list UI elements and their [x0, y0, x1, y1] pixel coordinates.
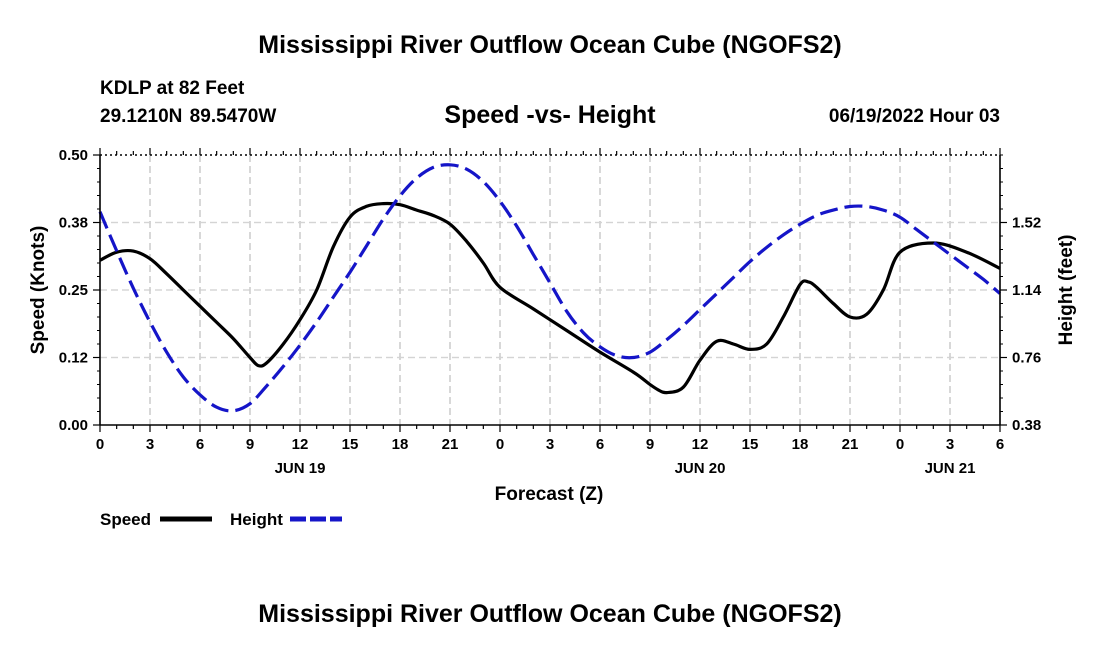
y2-tick-label: 0.38	[1012, 417, 1041, 434]
x-day-label: JUN 20	[675, 460, 726, 477]
station-label: KDLP at 82 Feet	[100, 78, 245, 99]
y-axis-title: Speed (Knots)	[28, 226, 49, 355]
y2-tick-label: 1.52	[1012, 215, 1041, 232]
x-tick-label: 6	[196, 436, 204, 453]
grid	[100, 155, 1000, 426]
x-tick-label: 3	[546, 436, 554, 453]
y-tick-label: 0.38	[59, 215, 88, 232]
legend-speed-label: Speed	[100, 510, 151, 529]
x-tick-label: 9	[246, 436, 254, 453]
x-tick-label: 21	[842, 436, 859, 453]
x-tick-label: 18	[792, 436, 809, 453]
x-tick-label: 3	[146, 436, 154, 453]
y-tick-label: 0.50	[59, 147, 88, 164]
x-tick-label: 12	[292, 436, 309, 453]
x-tick-label: 0	[896, 436, 904, 453]
x-axis-title: Forecast (Z)	[495, 484, 604, 505]
legend: Speed Height	[100, 510, 342, 529]
x-tick-label: 15	[742, 436, 759, 453]
y2-axis-title: Height (feet)	[1056, 235, 1077, 346]
footer-title: Mississippi River Outflow Ocean Cube (NG…	[258, 600, 842, 628]
y-tick-label: 0.12	[59, 350, 88, 367]
y-tick-label: 0.25	[59, 282, 88, 299]
axes	[93, 148, 1007, 432]
y2-tick-label: 0.76	[1012, 350, 1041, 367]
main-title: Mississippi River Outflow Ocean Cube (NG…	[258, 31, 842, 59]
x-tick-label: 9	[646, 436, 654, 453]
station-coordinates: 29.1210N 89.5470W	[100, 106, 277, 127]
x-tick-label: 0	[496, 436, 504, 453]
x-tick-label: 3	[946, 436, 954, 453]
chart-subtitle: Speed -vs- Height	[444, 101, 656, 129]
x-tick-label: 6	[596, 436, 604, 453]
x-tick-label: 21	[442, 436, 459, 453]
x-tick-label: 18	[392, 436, 409, 453]
x-day-label: JUN 19	[275, 460, 326, 477]
series-line-height	[98, 163, 1002, 413]
x-tick-label: 0	[96, 436, 104, 453]
legend-height-label: Height	[230, 510, 283, 529]
x-tick-label: 15	[342, 436, 359, 453]
forecast-datetime: 06/19/2022 Hour 03	[828, 106, 1000, 127]
series-lines	[98, 163, 1002, 413]
y2-tick-label: 1.14	[1012, 282, 1042, 299]
series-line-speed	[99, 201, 1001, 395]
x-tick-label: 6	[996, 436, 1004, 453]
y-tick-label: 0.00	[59, 417, 88, 434]
x-tick-label: 12	[692, 436, 709, 453]
tick-labels: 0 3 6 9 12 15 18 21 0 3 6 9 12 15 18 21 0 3 6 JUN 19 JUN 20 J…	[59, 147, 1042, 477]
x-day-label: JUN 21	[925, 460, 976, 477]
